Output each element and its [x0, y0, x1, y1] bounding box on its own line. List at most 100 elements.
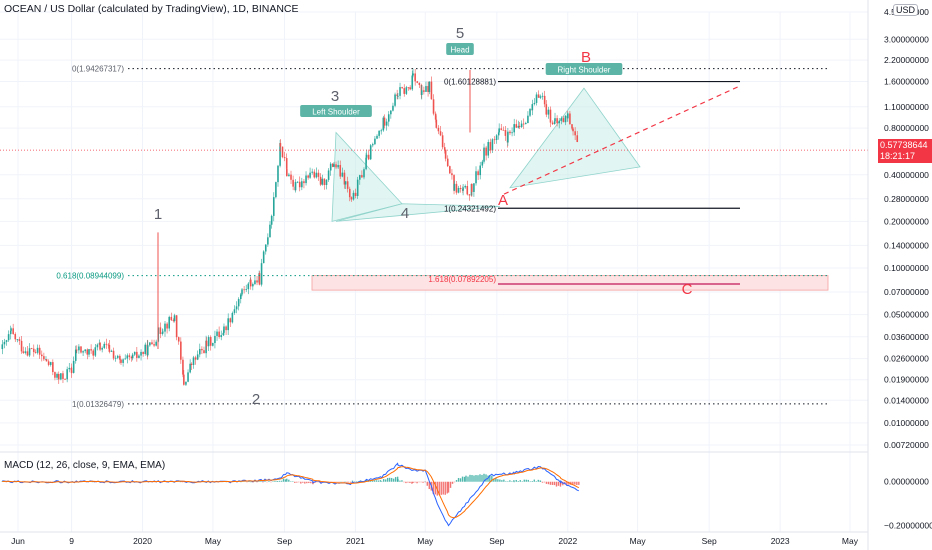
candle-body — [481, 161, 484, 166]
left-shoulder-tag-bg — [300, 105, 372, 117]
macd-histogram-bar — [300, 481, 302, 484]
annotations: 0(1.94267317) 0.618(0.08944099) 1(0.013264… — [0, 25, 868, 409]
macd-histogram-bar — [274, 480, 276, 482]
candle-body — [321, 178, 324, 185]
candle-body — [369, 145, 372, 160]
candle-body — [515, 124, 518, 128]
macd-histogram-bar — [469, 474, 471, 482]
signal-line — [2, 466, 580, 519]
candle-body — [537, 94, 540, 98]
candle-body — [231, 312, 234, 323]
point-label-b: B — [581, 49, 591, 66]
candle-body — [75, 349, 78, 351]
candle-body — [182, 359, 184, 375]
candle-body — [281, 146, 284, 158]
macd-histogram-bar — [390, 477, 393, 482]
candle-body — [22, 351, 25, 353]
candle-body — [187, 372, 189, 382]
candle-body — [119, 355, 121, 360]
y-tick-label: 1.60000000 — [884, 77, 929, 87]
candle-body — [64, 378, 66, 380]
candle-body — [387, 114, 390, 122]
candle-body — [88, 349, 90, 355]
candle-body — [374, 138, 376, 145]
candle-body — [403, 88, 406, 94]
candle-body — [57, 373, 60, 380]
candle-body — [313, 171, 316, 178]
candle-body — [560, 118, 563, 121]
x-tick-label: May — [417, 536, 434, 546]
candle-body — [173, 315, 176, 322]
candle-body — [296, 181, 299, 183]
candle-body — [513, 124, 515, 133]
left-shoulder-tag: Left Shoulder — [312, 108, 360, 117]
candle-body — [432, 99, 435, 114]
candle-body — [455, 183, 458, 193]
macd-histogram-bar — [382, 479, 385, 482]
candle-body — [535, 94, 538, 103]
y-tick-label: 0.01400000 — [884, 395, 929, 405]
macd-histogram-bar — [493, 478, 495, 482]
candle-body — [45, 359, 48, 362]
candle-body — [131, 354, 134, 359]
candle-body — [554, 118, 556, 122]
currency-badge[interactable]: USD — [892, 4, 918, 16]
fib2-label-top: 0(1.60128881) — [444, 78, 496, 87]
candle-body — [562, 118, 565, 123]
candle-body — [380, 130, 383, 132]
candle-body — [558, 120, 561, 124]
candle-body — [435, 119, 438, 128]
candle-body — [82, 351, 84, 353]
macd-histogram-bar — [282, 478, 285, 482]
macd-histogram-bar — [416, 481, 418, 484]
macd-histogram-bar — [572, 481, 574, 485]
candle-body — [218, 331, 220, 338]
macd-histogram-bar — [262, 481, 264, 483]
candle-body — [385, 121, 388, 126]
candle-body — [68, 367, 71, 370]
candle-body — [509, 131, 511, 134]
candle-body — [84, 349, 86, 352]
candle-body — [365, 157, 367, 170]
macd-histogram-bar — [566, 481, 568, 486]
candle-body — [520, 123, 523, 127]
candle-body — [49, 362, 52, 365]
candle-body — [437, 127, 440, 132]
candle-body — [161, 332, 164, 334]
candle-body — [203, 350, 205, 354]
wave-label-2: 2 — [252, 391, 260, 408]
candle-body — [62, 373, 64, 379]
y-tick-label: 0.40000000 — [884, 170, 929, 180]
x-tick-label: Jun — [11, 536, 25, 546]
candle-body — [390, 110, 392, 115]
candle-body — [24, 351, 27, 353]
candle-body — [401, 87, 403, 89]
candle-body — [574, 131, 576, 136]
macd-histogram-bar — [535, 481, 537, 482]
candle-body — [70, 370, 73, 373]
y-tick-label: 0.14000000 — [884, 240, 929, 250]
macd-histogram-bar — [434, 481, 436, 495]
macd-histogram-bar — [485, 474, 487, 482]
macd-histogram-bar — [355, 481, 358, 482]
macd-histogram-bar — [463, 476, 466, 482]
candle-body — [180, 341, 182, 360]
candle-body — [378, 130, 380, 136]
macd-histogram-bar — [537, 479, 539, 482]
macd-histogram-bar — [418, 481, 420, 483]
candle-body — [394, 94, 396, 106]
macd-histogram-bar — [268, 480, 270, 482]
candle-body — [199, 348, 201, 355]
macd-histogram-bar — [479, 474, 481, 482]
candle-body — [60, 373, 62, 380]
candle-body — [80, 346, 82, 353]
candle-body — [392, 105, 394, 111]
macd-pane — [1, 462, 580, 527]
point-label-a: A — [498, 192, 508, 209]
candle-body — [511, 132, 513, 134]
macd-histogram-bar — [543, 481, 546, 483]
candle-body — [1, 344, 4, 350]
macd-histogram-bar — [276, 481, 279, 482]
candle-body — [527, 115, 529, 123]
